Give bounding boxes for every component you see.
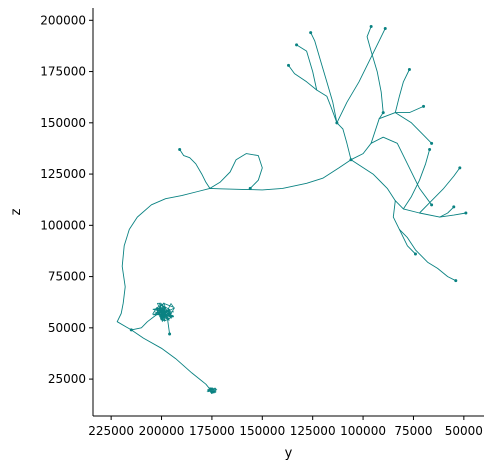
branch-line — [350, 159, 467, 218]
branch-tip-point — [168, 332, 172, 336]
x-axis-label: y — [285, 446, 293, 461]
branch-line — [398, 228, 416, 255]
branch-line — [394, 69, 410, 114]
branch-line — [402, 149, 431, 210]
branch-line — [394, 112, 433, 144]
branch-line — [378, 105, 424, 120]
x-tick-label: 50000 — [445, 424, 483, 438]
branch-tip-point — [428, 147, 432, 151]
branch-tip-point — [407, 68, 411, 72]
y-tick-label: 150000 — [40, 116, 86, 130]
x-tick-label: 100000 — [340, 424, 386, 438]
dense-cluster — [152, 302, 175, 323]
branch-tip-point — [295, 43, 299, 47]
branch-line — [336, 28, 386, 124]
x-tick-label: 75000 — [394, 424, 432, 438]
branch-tip-point — [383, 27, 387, 31]
branch-line — [288, 64, 338, 124]
branch-tip-point — [430, 203, 434, 207]
branch-tip-point — [458, 166, 462, 170]
y-tick-label: 75000 — [48, 270, 86, 284]
branch-line — [336, 122, 352, 161]
branch-line — [350, 112, 384, 161]
branch-tip-point — [287, 63, 290, 67]
branch-line — [130, 329, 212, 391]
y-tick-label: 25000 — [48, 372, 86, 386]
x-tick-label: 200000 — [139, 424, 185, 438]
branch-tip-point — [464, 211, 468, 215]
branch-line — [310, 32, 338, 124]
x-tick-label: 225000 — [88, 424, 134, 438]
dense-cluster — [206, 387, 218, 395]
branch-line — [370, 136, 433, 206]
branch-line — [296, 44, 318, 91]
branch-line — [366, 26, 384, 114]
y-tick-label: 125000 — [40, 167, 86, 181]
branch-tip-point — [413, 252, 417, 256]
branch-line — [179, 149, 211, 189]
y-tick-label: 100000 — [40, 218, 86, 232]
x-tick-label: 175000 — [189, 424, 235, 438]
series-layer — [116, 24, 468, 391]
branch-line — [419, 167, 461, 214]
y-axis-label: z — [9, 208, 24, 215]
branch-tip-point — [422, 104, 426, 108]
branch-tip-point — [248, 186, 252, 190]
branch-tip-point — [430, 141, 434, 145]
branch-tip-point — [454, 279, 458, 283]
x-ticks: 225000 200000 175000 150000 125000 100000 7500… — [88, 416, 483, 438]
y-tick-label: 200000 — [40, 13, 86, 27]
x-tick-label: 125000 — [290, 424, 336, 438]
y-ticks: 25000 50000 75000 100000 125000 150000 175000 2… — [40, 13, 93, 386]
branch-line — [209, 153, 263, 189]
y-tick-label: 175000 — [40, 65, 86, 79]
branch-tip-point — [452, 205, 456, 209]
x-tick-label: 150000 — [239, 424, 285, 438]
cluster-layer — [152, 302, 218, 395]
branch-tip-point — [178, 147, 182, 151]
branch-tip-point — [369, 24, 373, 28]
branch-tip-point — [309, 31, 313, 35]
y-tick-label: 50000 — [48, 321, 86, 335]
branch-line — [439, 206, 455, 218]
branch-line — [392, 200, 457, 282]
branch-line — [116, 159, 352, 331]
